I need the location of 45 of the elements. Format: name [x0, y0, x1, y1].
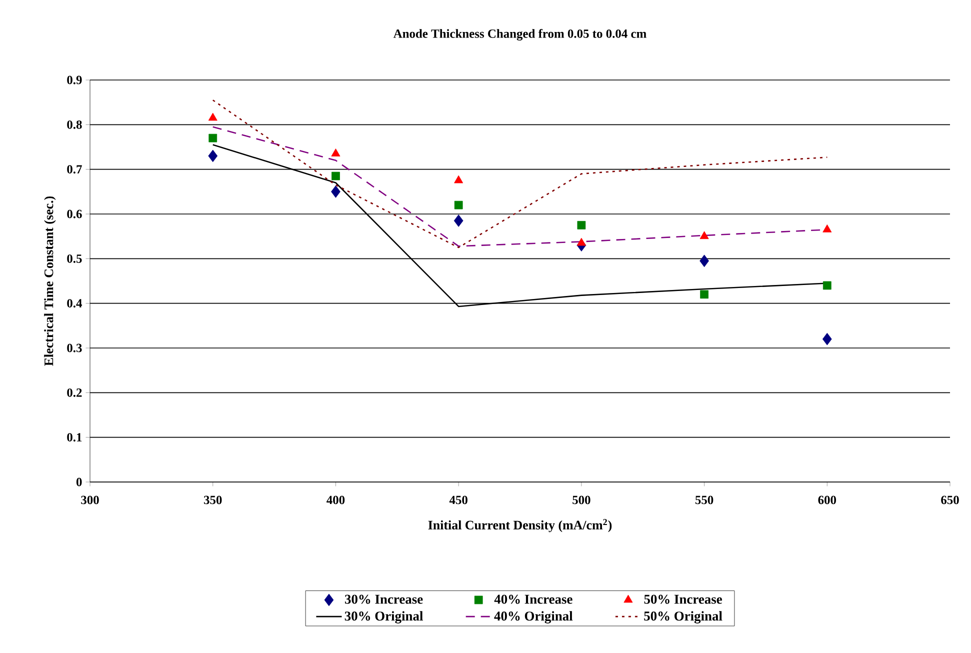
chart-title: Anode Thickness Changed from 0.05 to 0.04 cm — [393, 28, 646, 41]
y-tick-label: 0.5 — [67, 254, 82, 263]
x-tick-label: 450 — [449, 496, 468, 504]
legend-label: 40% Increase — [494, 594, 572, 604]
point — [454, 200, 463, 210]
y-tick-label: 0.9 — [67, 76, 82, 84]
x-tick-label: 600 — [818, 496, 836, 504]
y-tick-label: 0.2 — [67, 388, 82, 397]
point — [331, 185, 340, 198]
y-tick-label: 0 — [76, 478, 82, 486]
x-tick-label: 550 — [695, 496, 714, 504]
point — [208, 150, 218, 162]
x-tick-label: 400 — [326, 496, 345, 504]
point — [577, 220, 586, 230]
y-axis-title: Electrical Time Constant (sec.) — [44, 196, 56, 366]
point — [822, 224, 832, 232]
y-tick-label: 0.4 — [67, 299, 82, 308]
legend-label: 30% Increase — [344, 594, 423, 604]
point — [454, 214, 464, 227]
y-tick-label: 0.8 — [67, 120, 82, 129]
point — [700, 290, 708, 299]
legend-label: 40% Original — [494, 611, 573, 624]
point — [576, 238, 586, 246]
x-tick-label: 500 — [572, 496, 590, 504]
point — [454, 175, 464, 184]
point — [822, 332, 832, 346]
point — [208, 134, 218, 142]
point — [331, 148, 340, 156]
legend-label: 30% Original — [344, 611, 423, 624]
point — [700, 254, 709, 268]
point — [822, 281, 832, 290]
line-series — [212, 99, 828, 248]
y-tick-label: 0.3 — [67, 344, 82, 352]
legend-label: 50% Increase — [644, 594, 722, 604]
point — [208, 112, 218, 121]
x-axis-title: Initial Current Density (mA/cm$^{2}$) — [428, 519, 612, 532]
y-tick-label: 0.1 — [67, 433, 82, 442]
y-tick-label: 0.6 — [67, 210, 82, 218]
point — [700, 231, 709, 240]
y-tick-label: 0.7 — [67, 165, 82, 174]
legend-label: 50% Original — [644, 611, 722, 624]
x-tick-label: 650 — [941, 496, 959, 504]
x-tick-label: 300 — [81, 496, 99, 504]
x-tick-label: 350 — [204, 496, 222, 504]
point — [332, 172, 340, 180]
